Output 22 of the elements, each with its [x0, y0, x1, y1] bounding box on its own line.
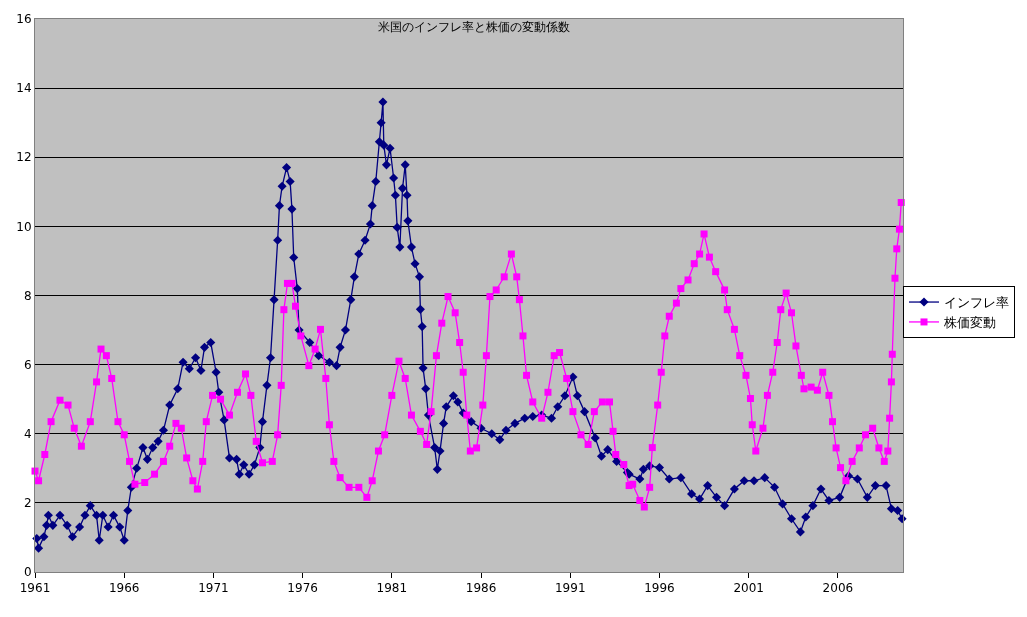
y-tick-label: 2 — [23, 496, 32, 511]
x-tick-label: 1991 — [554, 581, 586, 596]
y-tick-label: 16 — [16, 12, 32, 27]
x-tick-label: 1981 — [376, 581, 408, 596]
legend-label: 株価変動 — [943, 315, 996, 331]
y-tick-label: 4 — [23, 426, 32, 441]
legend-label: インフレ率 — [944, 295, 1009, 311]
x-tick-label: 1976 — [287, 581, 318, 596]
x-tick-label: 1971 — [198, 581, 229, 596]
x-tick-label: 2001 — [733, 581, 764, 596]
y-tick-label: 6 — [23, 357, 32, 372]
x-tick-label: 2006 — [822, 581, 854, 596]
x-tick-label: 1986 — [465, 581, 497, 596]
y-tick-label: 0 — [23, 565, 32, 580]
x-tick-label: 1966 — [108, 581, 140, 596]
chart-title: 米国のインフレ率と株価の変動係数 — [378, 20, 570, 35]
y-tick-label: 8 — [23, 288, 32, 303]
x-tick-label: 1996 — [644, 581, 675, 596]
x-tick-label: 1961 — [19, 581, 51, 596]
y-tick-label: 10 — [16, 219, 32, 234]
y-tick-label: 12 — [16, 150, 32, 165]
y-tick-label: 14 — [16, 81, 32, 96]
